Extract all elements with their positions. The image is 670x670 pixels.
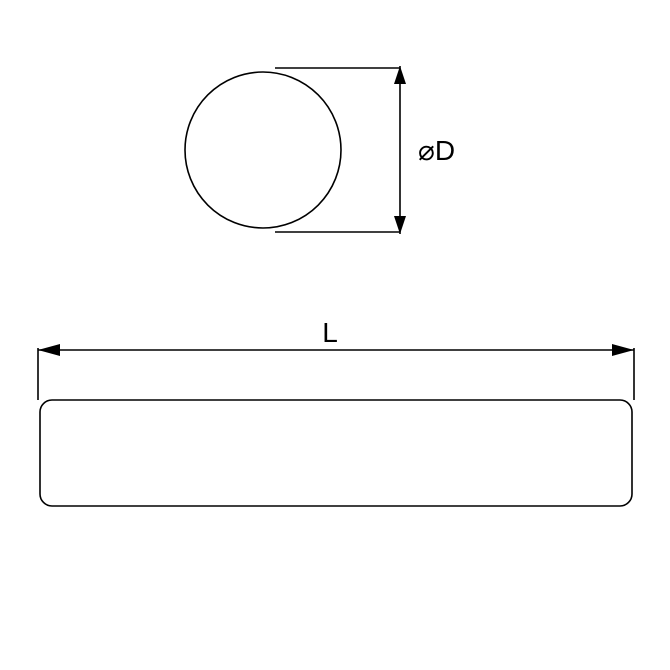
rod-side-view [40,400,632,506]
diameter-label: ⌀D [418,135,455,166]
length-label: L [322,317,338,348]
technical-drawing: ⌀D L [0,0,670,670]
rod-cross-section-circle [185,72,341,228]
drawing-svg: ⌀D L [0,0,670,670]
